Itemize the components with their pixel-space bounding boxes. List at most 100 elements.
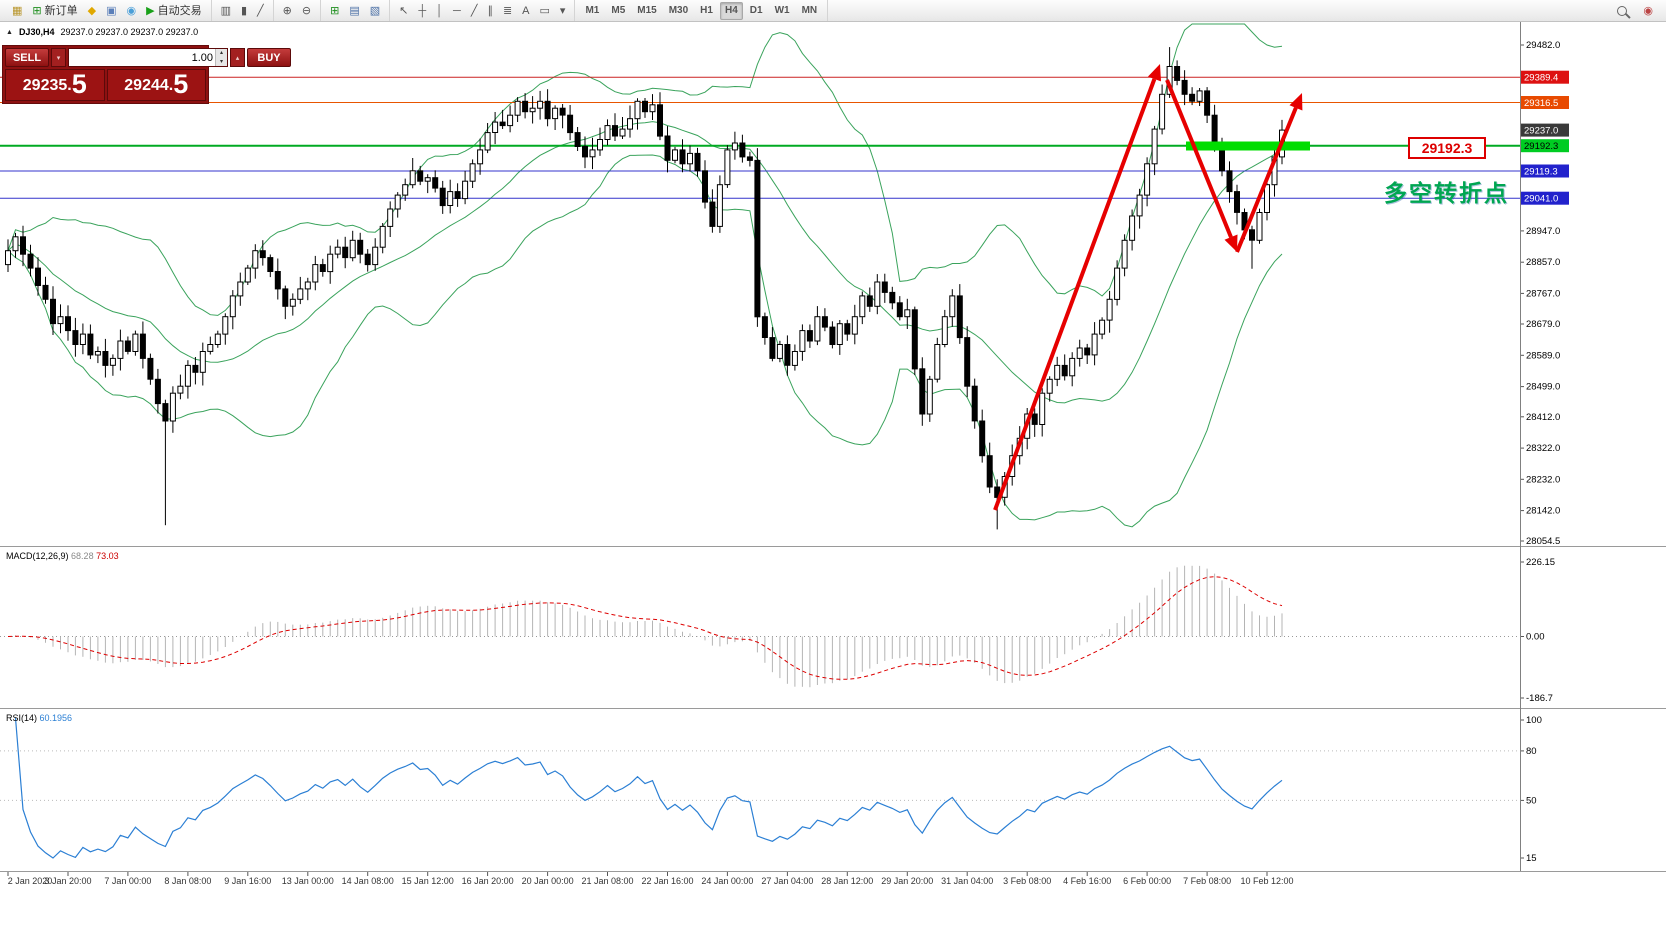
market-depth-icon[interactable]: ◆ bbox=[84, 2, 100, 20]
text-tool-icon[interactable]: A bbox=[518, 2, 533, 20]
lot-size-input[interactable] bbox=[69, 49, 215, 66]
trendline-icon[interactable]: ╱ bbox=[467, 2, 482, 20]
autotrading-button[interactable]: ▶ 自动交易 bbox=[142, 2, 205, 20]
tf-d1-button[interactable]: D1 bbox=[745, 2, 768, 20]
sell-price-button[interactable]: 29235. 5 bbox=[5, 69, 105, 101]
app-icon[interactable]: ▦ bbox=[8, 2, 26, 20]
toolbar-group-timeframes: M1 M5 M15 M30 H1 H4 D1 W1 MN bbox=[575, 0, 829, 21]
one-click-collapse-icon[interactable]: ▲ bbox=[6, 28, 13, 36]
search-icon[interactable] bbox=[1613, 4, 1631, 18]
svg-text:20 Jan 00:00: 20 Jan 00:00 bbox=[522, 876, 574, 886]
svg-text:28232.0: 28232.0 bbox=[1526, 474, 1560, 485]
zoom-in-icon: ⊕ bbox=[282, 4, 292, 17]
community-icon[interactable]: ◉ bbox=[123, 2, 141, 20]
svg-text:2 Jan 2020: 2 Jan 2020 bbox=[8, 876, 53, 886]
tf-m30-button-label: M30 bbox=[668, 4, 689, 16]
svg-text:7 Feb 08:00: 7 Feb 08:00 bbox=[1183, 876, 1231, 886]
crosshair-icon[interactable]: ┼ bbox=[414, 2, 430, 20]
accounts-icon[interactable]: ▣ bbox=[102, 2, 120, 20]
tf-w1-button[interactable]: W1 bbox=[770, 2, 795, 20]
svg-text:28412.0: 28412.0 bbox=[1526, 412, 1560, 423]
cursor-icon: ↖ bbox=[399, 4, 409, 17]
label-tool-icon: ▭ bbox=[539, 4, 550, 17]
svg-text:28 Jan 12:00: 28 Jan 12:00 bbox=[821, 876, 873, 886]
tf-mn-button[interactable]: MN bbox=[797, 2, 823, 20]
toolbar-group-windows: ⊞ ▤ ▧ bbox=[321, 0, 391, 21]
candlestick-icon[interactable]: ▮ bbox=[237, 2, 251, 20]
label-tool-icon[interactable]: ▭ bbox=[536, 2, 554, 20]
macd-indicator-label: MACD(12,26,9) 68.28 73.03 bbox=[6, 551, 119, 561]
one-click-trading-panel: SELL ▾ ▴ ▾ ▴ BUY 29235.5 29244.5 bbox=[2, 45, 291, 104]
svg-text:28679.0: 28679.0 bbox=[1526, 319, 1560, 330]
zoom-out-icon[interactable]: ⊖ bbox=[298, 2, 315, 20]
toolbar-group-tools: ↖ ┼ │ ─ ╱ ∥ ≣ A ▭ ▾ bbox=[390, 0, 576, 21]
new-chart-icon[interactable]: ⊞ bbox=[326, 2, 343, 20]
new-order-icon: ⊞ bbox=[32, 4, 42, 17]
panel-separators[interactable] bbox=[0, 22, 1666, 872]
tf-h4-button[interactable]: H4 bbox=[719, 1, 743, 20]
svg-text:15 Jan 12:00: 15 Jan 12:00 bbox=[402, 876, 454, 886]
zoom-out-icon: ⊖ bbox=[301, 4, 312, 17]
lot-down-icon[interactable]: ▾ bbox=[215, 57, 227, 66]
horizontal-line-icon[interactable]: ─ bbox=[449, 2, 465, 20]
sell-button[interactable]: SELL bbox=[5, 48, 49, 67]
line-chart-icon[interactable]: ╱ bbox=[253, 2, 268, 20]
trend-arrow-head bbox=[1147, 64, 1161, 82]
bollinger-bands bbox=[7, 23, 1283, 528]
rsi-indicator-label: RSI(14) 60.1956 bbox=[6, 713, 72, 723]
fibonacci-icon[interactable]: ≣ bbox=[499, 2, 516, 20]
tf-m5-button[interactable]: M5 bbox=[606, 2, 630, 20]
tf-m1-button-label: M1 bbox=[585, 4, 600, 16]
cascade-windows-icon: ▧ bbox=[369, 4, 381, 17]
trend-arrows[interactable] bbox=[993, 64, 1310, 511]
rsi-value: 60.1956 bbox=[39, 713, 73, 723]
svg-text:8 Jan 08:00: 8 Jan 08:00 bbox=[164, 876, 211, 886]
buy-price-button[interactable]: 29244. 5 bbox=[106, 69, 206, 101]
tile-windows-icon[interactable]: ▤ bbox=[345, 2, 363, 20]
tf-h1-button-label: H1 bbox=[700, 4, 713, 16]
svg-text:29119.3: 29119.3 bbox=[1524, 167, 1558, 178]
tf-m15-button[interactable]: M15 bbox=[632, 2, 661, 20]
svg-text:7 Jan 00:00: 7 Jan 00:00 bbox=[104, 876, 151, 886]
svg-text:29041.0: 29041.0 bbox=[1524, 194, 1558, 205]
svg-text:28857.0: 28857.0 bbox=[1526, 257, 1560, 268]
new-order-button-label: 新订单 bbox=[44, 4, 78, 17]
tf-h1-button[interactable]: H1 bbox=[695, 2, 718, 20]
shapes-dropdown-icon: ▾ bbox=[559, 4, 566, 17]
toolbar-group-zoom: ⊕ ⊖ bbox=[274, 0, 322, 21]
svg-text:31 Jan 04:00: 31 Jan 04:00 bbox=[941, 876, 993, 886]
bar-chart-icon[interactable]: ▥ bbox=[217, 2, 235, 20]
new-order-button[interactable]: ⊞ 新订单 bbox=[28, 2, 81, 20]
channel-icon[interactable]: ∥ bbox=[483, 2, 497, 20]
shapes-dropdown-icon[interactable]: ▾ bbox=[556, 2, 570, 20]
price-scale: 29482.0 28947.0 28857.0 28767.0 28679.0 28589… bbox=[1520, 40, 1569, 547]
zoom-in-icon[interactable]: ⊕ bbox=[279, 2, 296, 20]
chart-canvas[interactable]: 29482.0 28947.0 28857.0 28767.0 28679.0 28589… bbox=[0, 22, 1666, 890]
toolbar-right-icons: ◉ bbox=[1613, 2, 1663, 20]
tf-m1-button[interactable]: M1 bbox=[580, 2, 604, 20]
buy-price-main: 29244. bbox=[124, 77, 174, 94]
channel-icon: ∥ bbox=[487, 4, 493, 17]
toolbar-group-chart-type: ▥ ▮ ╱ bbox=[212, 0, 274, 21]
autotrading-button-label: 自动交易 bbox=[157, 4, 202, 17]
main-toolbar: ▦ ⊞ 新订单 ◆ ▣ ◉ ▶ 自动交易 ▥ ▮ ╱ ⊕ ⊖ ⊞ ▤ ▧ ↖ ┼ │ ─ ╱ ∥ ≣ A ▭ ▾ M1 M5 M15 M3… bbox=[0, 0, 1666, 22]
svg-text:28947.0: 28947.0 bbox=[1526, 226, 1560, 237]
lot-size-field: ▴ ▾ bbox=[68, 48, 228, 67]
buy-price-big-digit: 5 bbox=[173, 69, 189, 99]
lot-up-icon[interactable]: ▴ bbox=[215, 49, 227, 58]
buy-button[interactable]: BUY bbox=[247, 48, 291, 67]
sell-dropdown-icon[interactable]: ▾ bbox=[51, 48, 66, 67]
svg-text:100: 100 bbox=[1526, 715, 1542, 726]
community-status-icon[interactable]: ◉ bbox=[1643, 4, 1653, 17]
cursor-icon[interactable]: ↖ bbox=[395, 2, 412, 20]
buy-dropdown-icon[interactable]: ▴ bbox=[230, 48, 245, 67]
macd-main-value: 68.28 bbox=[71, 551, 94, 561]
market-depth-icon: ◆ bbox=[87, 4, 97, 17]
vertical-line-icon[interactable]: │ bbox=[432, 2, 447, 20]
svg-text:226.15: 226.15 bbox=[1526, 557, 1555, 568]
rsi-name: RSI(14) bbox=[6, 713, 38, 723]
cascade-windows-icon[interactable]: ▧ bbox=[366, 2, 384, 20]
line-chart-icon: ╱ bbox=[257, 4, 264, 17]
price-annotation-label[interactable]: 29192.3 bbox=[1408, 137, 1486, 159]
tf-m30-button[interactable]: M30 bbox=[664, 2, 693, 20]
